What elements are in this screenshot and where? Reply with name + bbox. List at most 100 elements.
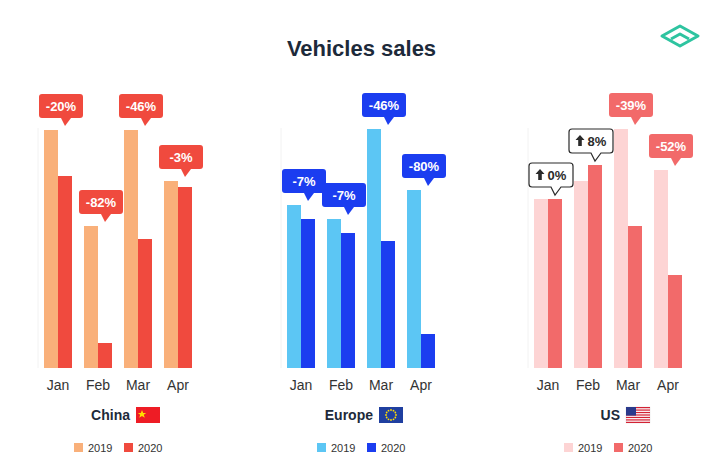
flag-stripe: [626, 419, 650, 420]
annotation-label: -3%: [169, 150, 193, 165]
annotation-box: [649, 134, 693, 166]
value-axis: [38, 128, 39, 368]
value-axis: [528, 128, 529, 368]
annotation-label: -7%: [332, 188, 356, 203]
flag-star: [395, 414, 397, 416]
legend-swatch: [74, 443, 83, 452]
flag-star: [390, 419, 392, 421]
value-axis: [281, 128, 282, 368]
flag-stripe: [626, 417, 650, 418]
annotation-box: [402, 154, 446, 186]
x-tick-label: Apr: [167, 377, 189, 393]
bar: [58, 176, 72, 368]
annotation-label: -52%: [656, 139, 687, 154]
annotation: -7%: [322, 183, 366, 215]
annotation-box: [569, 129, 613, 161]
bar: [628, 226, 642, 368]
legend-label: 2019: [578, 442, 602, 454]
flag: [626, 407, 650, 423]
flag-star: [138, 410, 146, 418]
bar: [534, 199, 548, 368]
legend-label: 2020: [381, 442, 405, 454]
panel-title: Europe: [325, 407, 373, 423]
annotation-box: [362, 93, 406, 125]
legend-label: 2019: [88, 442, 112, 454]
annotation: -80%: [402, 154, 446, 186]
x-tick-label: Jan: [47, 377, 70, 393]
annotation-box: [322, 183, 366, 215]
annotation-label: -7%: [292, 174, 316, 189]
annotation: 0%: [529, 163, 573, 195]
panel-0: JanFebMarApr-20%-82%-46%-3%China20192020: [38, 94, 203, 454]
up-arrow: [576, 135, 585, 146]
bar: [548, 199, 562, 368]
annotation-box: [159, 145, 203, 177]
bar: [654, 170, 668, 368]
bar: [614, 129, 628, 368]
x-tick-label: Feb: [86, 377, 110, 393]
annotation-label: -46%: [369, 98, 400, 113]
flag-star: [386, 412, 388, 414]
flag-stripe: [626, 422, 650, 423]
x-tick-label: Mar: [616, 377, 640, 393]
panel-1: JanFebMarApr-7%-7%-46%-80%Europe20192020: [281, 93, 446, 454]
annotation: -7%: [282, 169, 326, 201]
panel-title: China: [91, 407, 130, 423]
flag-star: [394, 412, 396, 414]
logo-shape: [671, 34, 689, 39]
bar: [341, 233, 355, 368]
flag-star: [385, 414, 387, 416]
annotation: 8%: [569, 129, 613, 161]
x-tick-label: Feb: [576, 377, 600, 393]
x-tick-label: Jan: [537, 377, 560, 393]
legend-label: 2020: [628, 442, 652, 454]
logo-shape: [662, 26, 698, 46]
flag-star: [388, 410, 390, 412]
annotation-box: [609, 93, 653, 125]
annotation-label: -39%: [616, 98, 647, 113]
flag: [379, 407, 403, 423]
bar: [178, 187, 192, 368]
legend-swatch: [564, 443, 573, 452]
main-title: Vehicles sales: [287, 36, 436, 61]
bar: [381, 241, 395, 368]
annotation-box: [282, 169, 326, 201]
annotation-label: -20%: [46, 99, 77, 114]
annotation-label: -80%: [409, 159, 440, 174]
flag: [136, 407, 160, 423]
bar: [124, 130, 138, 368]
bar: [327, 219, 341, 368]
flag-star: [393, 418, 395, 420]
x-tick-label: Feb: [329, 377, 353, 393]
annotation-label: 8%: [588, 134, 607, 149]
x-tick-label: Mar: [126, 377, 150, 393]
chart-canvas: Vehicles salesJanFebMarApr-20%-82%-46%-3…: [0, 0, 723, 461]
legend-label: 2019: [331, 442, 355, 454]
annotation-box: [79, 190, 123, 222]
bar: [668, 275, 682, 368]
annotation-label: 0%: [548, 168, 567, 183]
up-arrow: [536, 169, 545, 180]
bar: [407, 190, 421, 368]
annotation: -39%: [609, 93, 653, 125]
flag-star: [386, 417, 388, 419]
annotation-box: [119, 94, 163, 126]
annotation: -52%: [649, 134, 693, 166]
annotation-label: -46%: [126, 99, 157, 114]
annotation: -46%: [362, 93, 406, 125]
annotation-box: [529, 163, 573, 195]
flag-star: [388, 418, 390, 420]
annotation-box: [39, 94, 83, 126]
legend-swatch: [124, 443, 133, 452]
bar: [367, 129, 381, 368]
annotation: -3%: [159, 145, 203, 177]
x-tick-label: Apr: [657, 377, 679, 393]
bar: [44, 130, 58, 368]
legend-swatch: [367, 443, 376, 452]
panel-title: US: [601, 407, 620, 423]
annotation: -20%: [39, 94, 83, 126]
annotation: -46%: [119, 94, 163, 126]
flag-star: [394, 417, 396, 419]
panel-2: Jan Feb Mar Apr 0% 8% -39% -52% US 2019 2020: [528, 93, 693, 454]
bar: [287, 205, 301, 368]
